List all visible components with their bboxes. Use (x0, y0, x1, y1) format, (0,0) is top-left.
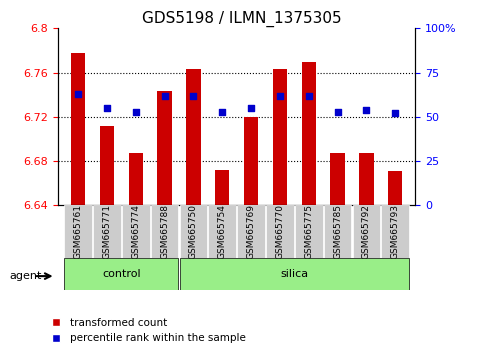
FancyBboxPatch shape (64, 258, 178, 290)
Bar (186, 69, 200, 205)
Bar (128, 153, 143, 205)
FancyBboxPatch shape (266, 205, 294, 258)
Point (218, 109, 226, 114)
Text: GSM665770: GSM665770 (275, 204, 284, 259)
Point (276, 93, 284, 98)
FancyBboxPatch shape (180, 258, 409, 290)
Bar (215, 170, 229, 205)
Text: GSM665792: GSM665792 (362, 204, 371, 259)
Point (391, 110, 399, 116)
Point (305, 93, 313, 98)
FancyBboxPatch shape (382, 205, 409, 258)
Text: GSM665750: GSM665750 (189, 204, 198, 259)
Text: GSM665769: GSM665769 (247, 204, 256, 259)
Text: silica: silica (280, 269, 308, 279)
Bar (301, 62, 316, 205)
Bar (100, 126, 114, 205)
Text: GSM665785: GSM665785 (333, 204, 342, 259)
Point (363, 107, 370, 113)
FancyBboxPatch shape (93, 205, 121, 258)
FancyBboxPatch shape (324, 205, 352, 258)
FancyBboxPatch shape (180, 205, 207, 258)
Bar (273, 69, 287, 205)
Point (132, 109, 140, 114)
FancyBboxPatch shape (209, 205, 236, 258)
Point (161, 93, 169, 98)
Legend: transformed count, percentile rank within the sample: transformed count, percentile rank withi… (44, 316, 248, 345)
FancyBboxPatch shape (64, 205, 92, 258)
Text: GSM665788: GSM665788 (160, 204, 169, 259)
Text: GSM665761: GSM665761 (73, 204, 83, 259)
FancyBboxPatch shape (151, 205, 178, 258)
Bar (71, 53, 85, 205)
Bar (359, 153, 373, 205)
Bar (330, 153, 345, 205)
Text: GSM665771: GSM665771 (102, 204, 112, 259)
Bar (157, 91, 172, 205)
Text: GSM665775: GSM665775 (304, 204, 313, 259)
Point (74, 91, 82, 97)
FancyBboxPatch shape (353, 205, 380, 258)
FancyBboxPatch shape (237, 205, 265, 258)
FancyBboxPatch shape (295, 205, 323, 258)
Text: control: control (102, 269, 141, 279)
Text: GDS5198 / ILMN_1375305: GDS5198 / ILMN_1375305 (142, 11, 341, 27)
Point (334, 109, 341, 114)
FancyBboxPatch shape (122, 205, 150, 258)
Bar (388, 171, 402, 205)
Text: GSM665793: GSM665793 (391, 204, 400, 259)
Point (103, 105, 111, 111)
Text: GSM665774: GSM665774 (131, 204, 140, 259)
Point (189, 93, 197, 98)
Text: agent: agent (10, 271, 42, 281)
Point (247, 105, 255, 111)
Text: GSM665754: GSM665754 (218, 204, 227, 259)
Bar (244, 117, 258, 205)
